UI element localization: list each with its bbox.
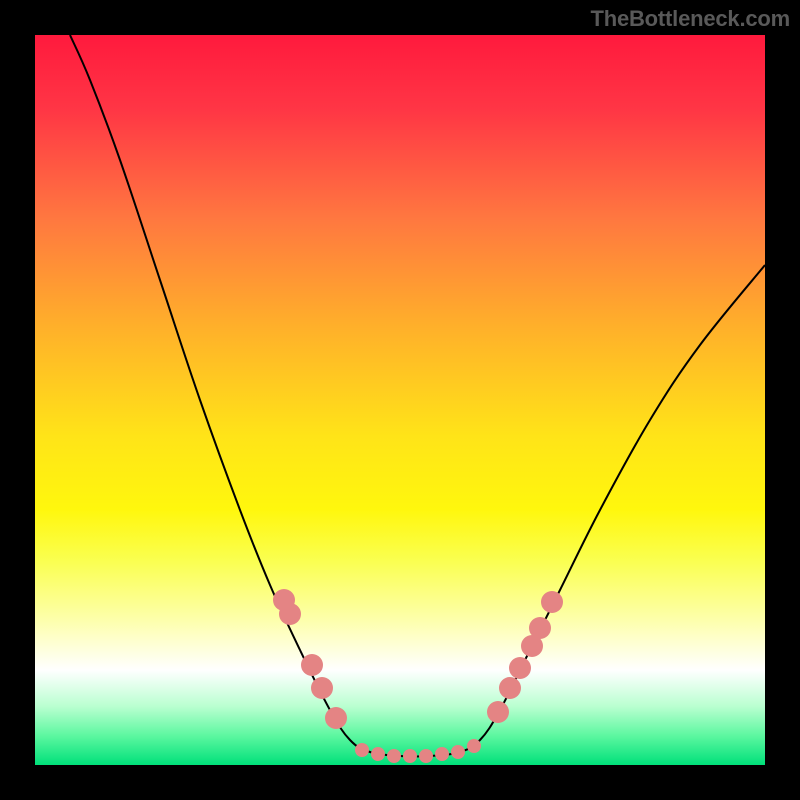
- data-marker: [311, 677, 333, 699]
- data-marker: [403, 749, 417, 763]
- data-marker: [467, 739, 481, 753]
- data-marker: [419, 749, 433, 763]
- data-marker: [301, 654, 323, 676]
- data-marker: [279, 603, 301, 625]
- watermark-text: TheBottleneck.com: [590, 6, 790, 32]
- data-marker: [529, 617, 551, 639]
- data-marker: [325, 707, 347, 729]
- data-marker: [355, 743, 369, 757]
- data-marker: [499, 677, 521, 699]
- data-marker: [435, 747, 449, 761]
- data-marker: [371, 747, 385, 761]
- data-marker: [451, 745, 465, 759]
- data-marker: [487, 701, 509, 723]
- plot-background: [35, 35, 765, 765]
- data-marker: [509, 657, 531, 679]
- data-marker: [541, 591, 563, 613]
- data-marker: [387, 749, 401, 763]
- chart-frame: TheBottleneck.com: [0, 0, 800, 800]
- bottleneck-chart: [0, 0, 800, 800]
